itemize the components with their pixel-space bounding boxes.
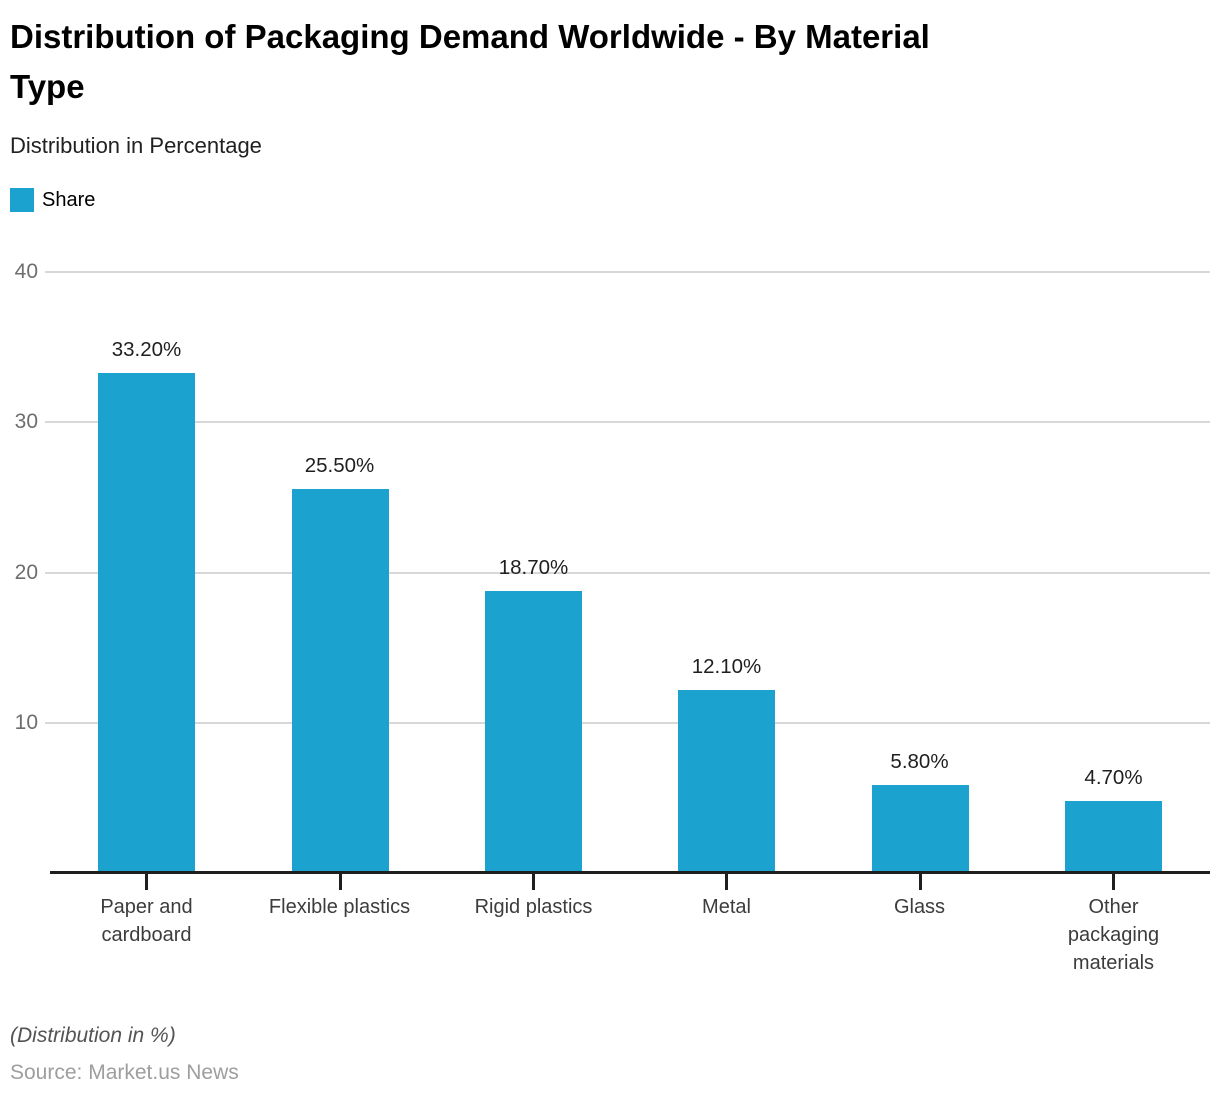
bar-other-packaging-materials[interactable] — [1065, 801, 1162, 872]
bar-value-label: 18.70% — [498, 556, 569, 579]
chart-subtitle: Distribution in Percentage — [10, 133, 262, 158]
y-axis-tick-label: 30 — [14, 410, 38, 433]
bar-value-label: 12.10% — [691, 655, 762, 678]
x-axis-tick — [919, 874, 922, 890]
bar-flexible-plastics[interactable] — [292, 489, 389, 872]
footer-note: (Distribution in %) — [10, 1024, 176, 1047]
x-axis-category-label: Paper and cardboard — [100, 896, 193, 946]
y-axis-tick-label: 20 — [14, 561, 38, 584]
bar-metal[interactable] — [678, 690, 775, 872]
x-axis-line — [50, 871, 1210, 874]
x-axis-category-label: Metal — [702, 896, 751, 918]
y-axis-tick-label: 40 — [14, 260, 38, 283]
bar-value-label: 33.20% — [111, 338, 182, 361]
bar-glass[interactable] — [872, 785, 969, 872]
bar-paper-and-cardboard[interactable] — [98, 373, 195, 872]
bar-rigid-plastics[interactable] — [485, 591, 582, 872]
y-axis-tick-label: 10 — [14, 711, 38, 734]
legend-label: Share — [42, 189, 96, 211]
legend-item-share[interactable]: Share — [10, 188, 95, 212]
x-axis-category-label: Glass — [893, 896, 946, 918]
legend-swatch-icon — [10, 188, 34, 212]
gridline — [45, 722, 1210, 724]
bar-value-label: 4.70% — [1084, 766, 1143, 789]
x-axis-tick — [145, 874, 148, 890]
gridline — [45, 271, 1210, 273]
x-axis-tick — [532, 874, 535, 890]
x-axis-category-label: Other packaging materials — [1067, 896, 1160, 974]
gridline — [45, 421, 1210, 423]
x-axis-category-label: Rigid plastics — [474, 896, 593, 918]
chart-title: Distribution of Packaging Demand Worldwi… — [10, 18, 930, 105]
footer-source: Source: Market.us News — [10, 1061, 239, 1084]
gridline — [45, 572, 1210, 574]
x-axis-tick — [339, 874, 342, 890]
bar-value-label: 5.80% — [890, 750, 949, 773]
x-axis-tick — [1112, 874, 1115, 890]
bar-value-label: 25.50% — [304, 454, 375, 477]
x-axis-tick — [725, 874, 728, 890]
x-axis-category-label: Flexible plastics — [268, 896, 411, 918]
